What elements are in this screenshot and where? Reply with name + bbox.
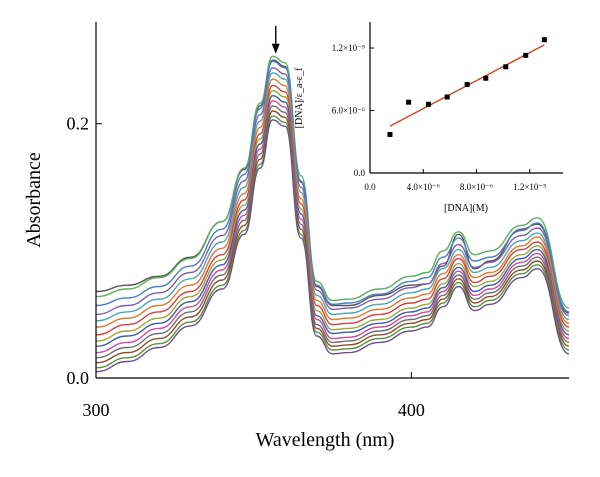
inset-data-point — [444, 94, 450, 100]
inset-y-ticks: 0.0 6.0×10⁻⁶ 1.2×10⁻⁵ — [332, 43, 374, 178]
inset-data-point — [483, 75, 489, 81]
inset-x-tick-label: 0.0 — [364, 182, 376, 192]
spectrum-line-12 — [95, 110, 570, 364]
spectrum-line-3 — [95, 60, 570, 313]
main-spectrum-chart: 300 400 0.0 0.2 Wavelength (nm) Absorbance — [23, 22, 570, 451]
spectrum-line-10 — [95, 100, 570, 354]
spectrum-line-4 — [95, 67, 570, 317]
main-x-tick-label: 300 — [83, 400, 110, 420]
inset-data-point — [523, 52, 529, 58]
spectra-series-group — [95, 55, 570, 373]
inset-x-ticks: 0.0 4.0×10⁻⁶ 8.0×10⁻⁶ 1.2×10⁻⁵ — [364, 169, 546, 192]
main-x-tick-label: 400 — [398, 400, 425, 420]
spectrum-line-14 — [95, 119, 570, 373]
inset-y-tick-label: 1.2×10⁻⁵ — [332, 43, 365, 53]
inset-x-tick-label: 1.2×10⁻⁵ — [513, 182, 546, 192]
spectrum-line-8 — [95, 90, 570, 342]
inset-data-point — [503, 64, 509, 70]
inset-data-point — [426, 101, 432, 107]
spectrum-line-11 — [95, 105, 570, 359]
main-y-tick-label: 0.0 — [67, 368, 90, 388]
spectrum-line-5 — [95, 72, 570, 322]
inset-data-point — [406, 99, 412, 105]
spectrum-line-9 — [95, 95, 570, 347]
decrease-arrow-annotation — [271, 26, 280, 54]
inset-data-point — [464, 81, 470, 87]
inset-x-axis-title: [DNA](M) — [444, 203, 488, 214]
spectrum-line-7 — [95, 84, 570, 336]
main-x-axis-title: Wavelength (nm) — [256, 429, 395, 451]
spectrum-line-13 — [95, 115, 570, 369]
inset-data-point — [387, 131, 393, 137]
main-y-ticks: 0.0 0.2 — [67, 114, 102, 388]
spectrum-line-6 — [95, 78, 570, 328]
inset-y-tick-label: 6.0×10⁻⁶ — [332, 106, 365, 116]
spectrum-line-2 — [95, 55, 570, 309]
inset-x-tick-label: 4.0×10⁻⁶ — [407, 182, 440, 192]
inset-x-tick-label: 8.0×10⁻⁶ — [460, 182, 493, 192]
inset-fit-chart: 0.0 4.0×10⁻⁶ 8.0×10⁻⁶ 1.2×10⁻⁵ 0.0 6.0×10⁻⁶ 1… — [294, 22, 563, 214]
arrow-head — [271, 43, 280, 54]
main-y-axis-title: Absorbance — [23, 152, 45, 248]
inset-y-axis-title: [DNA]/ε_a-ε_f — [294, 67, 305, 128]
main-x-ticks: 300 400 — [83, 372, 425, 420]
inset-data-point — [541, 37, 547, 43]
main-y-tick-label: 0.2 — [67, 114, 90, 134]
inset-points-group — [387, 37, 547, 137]
inset-y-tick-label: 0.0 — [354, 168, 366, 178]
